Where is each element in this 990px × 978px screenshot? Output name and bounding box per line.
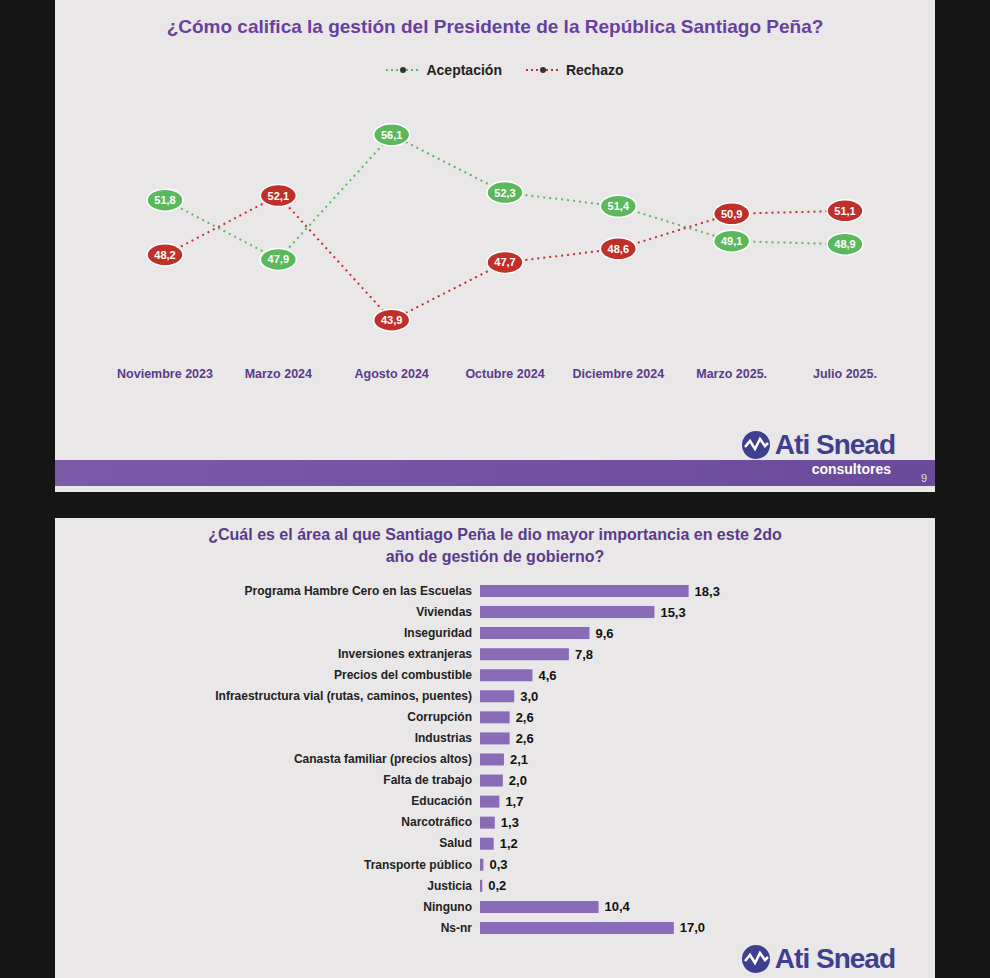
svg-text:52,3: 52,3 (494, 187, 515, 199)
svg-text:Ninguno: Ninguno (423, 900, 472, 914)
svg-text:Precios del combustible: Precios del combustible (334, 668, 472, 682)
svg-text:18,3: 18,3 (695, 584, 720, 599)
html-text:9: 9 (920, 472, 927, 484)
svg-text:Falta de trabajo: Falta de trabajo (383, 773, 472, 787)
svg-text:2,6: 2,6 (516, 731, 534, 746)
svg-text:Justicia: Justicia (427, 879, 472, 893)
svg-text:Inseguridad: Inseguridad (404, 626, 472, 640)
html-text:Ati Snead: Ati Snead (774, 429, 895, 460)
svg-text:15,3: 15,3 (660, 605, 685, 620)
html-text:Aceptación: Aceptación (426, 62, 502, 78)
svg-text:2,6: 2,6 (516, 710, 534, 725)
svg-text:2,0: 2,0 (509, 773, 527, 788)
svg-text:1,7: 1,7 (505, 794, 523, 809)
svg-text:Industrias: Industrias (415, 731, 473, 745)
svg-text:Agosto 2024: Agosto 2024 (354, 367, 428, 381)
svg-text:Viviendas: Viviendas (416, 605, 472, 619)
svg-text:47,9: 47,9 (268, 253, 289, 265)
svg-text:4,6: 4,6 (538, 668, 556, 683)
svg-text:3,0: 3,0 (520, 689, 538, 704)
svg-text:0,2: 0,2 (488, 878, 506, 893)
html-text:¿Cómo califica la gestión del: ¿Cómo califica la gestión del Presidente… (166, 16, 824, 37)
svg-text:Narcotráfico: Narcotráfico (401, 815, 472, 829)
svg-text:51,1: 51,1 (834, 205, 855, 217)
svg-text:Infraestructura vial (rutas, c: Infraestructura vial (rutas, caminos, pu… (215, 689, 472, 703)
svg-text:Marzo 2024: Marzo 2024 (245, 367, 312, 381)
svg-text:17,0: 17,0 (680, 920, 705, 935)
svg-text:48,2: 48,2 (154, 249, 175, 261)
html-text:Ati Snead: Ati Snead (774, 943, 895, 974)
svg-text:Canasta familiar (precios alto: Canasta familiar (precios altos) (294, 752, 472, 766)
svg-text:Programa Hambre Cero en las Es: Programa Hambre Cero en las Escuelas (245, 584, 473, 598)
html-text:Rechazo: Rechazo (565, 62, 624, 78)
svg-text:56,1: 56,1 (381, 129, 402, 141)
svg-text:Salud: Salud (439, 836, 472, 850)
html-text:¿Cuál es el área al que Santia: ¿Cuál es el área al que Santiago Peña le… (208, 526, 782, 565)
svg-text:Julio 2025.: Julio 2025. (813, 367, 877, 381)
svg-text:49,1: 49,1 (721, 235, 742, 247)
svg-text:48,9: 48,9 (834, 238, 855, 250)
svg-text:Educación: Educación (411, 794, 472, 808)
html-text:consultores: consultores (811, 461, 891, 477)
svg-text:48,6: 48,6 (608, 243, 629, 255)
svg-text:9,6: 9,6 (595, 626, 613, 641)
svg-text:2,1: 2,1 (510, 752, 528, 767)
svg-text:43,9: 43,9 (381, 314, 402, 326)
svg-text:7,8: 7,8 (575, 647, 593, 662)
svg-text:Octubre 2024: Octubre 2024 (465, 367, 544, 381)
svg-text:Diciembre 2024: Diciembre 2024 (572, 367, 664, 381)
svg-text:51,4: 51,4 (608, 200, 630, 212)
svg-text:47,7: 47,7 (494, 256, 515, 268)
svg-text:Noviembre 2023: Noviembre 2023 (117, 367, 213, 381)
svg-text:1,2: 1,2 (500, 836, 518, 851)
svg-text:1,3: 1,3 (501, 815, 519, 830)
svg-text:Inversiones extranjeras: Inversiones extranjeras (338, 647, 472, 661)
svg-text:51,8: 51,8 (154, 194, 175, 206)
svg-text:Marzo 2025.: Marzo 2025. (696, 367, 767, 381)
svg-text:Transporte público: Transporte público (364, 858, 472, 872)
svg-text:Ns-nr: Ns-nr (441, 921, 473, 935)
svg-text:10,4: 10,4 (605, 899, 631, 914)
svg-text:0,3: 0,3 (489, 857, 507, 872)
svg-text:50,9: 50,9 (721, 208, 742, 220)
svg-text:52,1: 52,1 (268, 190, 289, 202)
svg-text:Corrupción: Corrupción (407, 710, 472, 724)
